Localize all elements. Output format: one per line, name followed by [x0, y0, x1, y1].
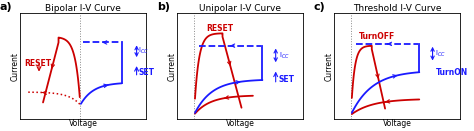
- Title: Bipolar I-V Curve: Bipolar I-V Curve: [46, 4, 121, 13]
- Y-axis label: Current: Current: [168, 51, 177, 81]
- Title: Unipolar I-V Curve: Unipolar I-V Curve: [199, 4, 281, 13]
- Title: Threshold I-V Curve: Threshold I-V Curve: [353, 4, 441, 13]
- X-axis label: Voltage: Voltage: [69, 119, 98, 128]
- Text: I$_{CC}$: I$_{CC}$: [138, 46, 149, 56]
- Text: a): a): [0, 2, 12, 12]
- Text: I$_{CC}$: I$_{CC}$: [436, 48, 447, 59]
- Text: RESET: RESET: [206, 24, 234, 33]
- Text: b): b): [157, 2, 170, 12]
- Text: SET: SET: [138, 68, 155, 77]
- Text: c): c): [314, 2, 325, 12]
- Y-axis label: Current: Current: [325, 51, 334, 81]
- X-axis label: Voltage: Voltage: [226, 119, 255, 128]
- Text: I$_{CC}$: I$_{CC}$: [279, 50, 290, 61]
- Text: TurnOFF: TurnOFF: [358, 32, 395, 41]
- Text: TurnON: TurnON: [436, 68, 468, 77]
- Text: SET: SET: [279, 75, 294, 84]
- Text: RESET: RESET: [24, 59, 51, 68]
- Y-axis label: Current: Current: [11, 51, 20, 81]
- X-axis label: Voltage: Voltage: [383, 119, 411, 128]
